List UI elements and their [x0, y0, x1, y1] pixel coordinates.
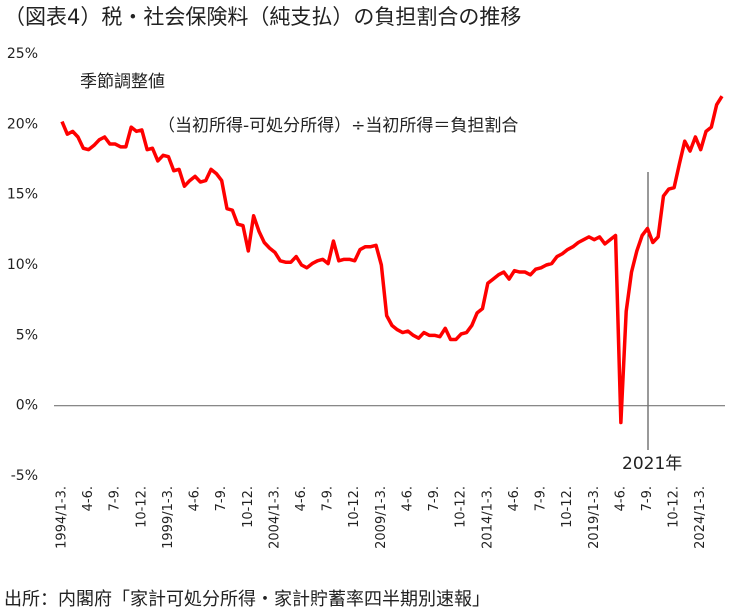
x-tick-label: 7-9.: [534, 486, 549, 511]
x-tick-label: 4-6.: [507, 486, 522, 511]
y-tick-label: 25%: [7, 46, 38, 62]
x-tick-label: 7-9.: [427, 486, 442, 511]
x-tick-label: 2004/1-3.: [267, 486, 282, 549]
x-tick-label: 2019/1-3.: [587, 486, 602, 549]
x-tick-label: 1994/1-3.: [55, 486, 70, 549]
y-tick-label: 5%: [16, 327, 38, 343]
x-tick-label: 2014/1-3.: [480, 486, 495, 549]
x-tick-label: 10-12.: [134, 486, 149, 528]
annotation: 2021年: [622, 454, 682, 474]
x-tick-label: 4-6.: [294, 486, 309, 511]
y-tick-label: 20%: [7, 116, 38, 132]
x-tick-label: 10-12.: [454, 486, 469, 528]
x-tick-label: 10-12.: [347, 486, 362, 528]
x-tick-label: 7-9.: [640, 486, 655, 511]
annotation: 季節調整値: [80, 72, 165, 92]
y-tick-label: -5%: [11, 468, 38, 484]
x-tick-label: 7-9.: [321, 486, 336, 511]
x-tick-label: 1999/1-3.: [161, 486, 176, 549]
x-tick-label: 10-12.: [241, 486, 256, 528]
x-tick-label: 4-6.: [400, 486, 415, 511]
y-tick-label: 10%: [7, 257, 38, 273]
series-line: [60, 95, 724, 425]
x-tick-label: 10-12.: [667, 486, 682, 528]
x-tick-label: 10-12.: [560, 486, 575, 528]
x-tick-label: 4-6.: [81, 486, 96, 511]
source: 出所：内閣府「家計可処分所得・家計貯蓄率四半期別速報」: [4, 589, 490, 610]
chart-title: （図表4）税・社会保険料（純支払）の負担割合の推移: [4, 5, 521, 29]
y-tick-label: 15%: [7, 187, 38, 203]
x-tick-label: 2024/1-3.: [693, 486, 708, 549]
x-tick-label: 4-6.: [613, 486, 628, 511]
x-tick-label: 7-9.: [214, 486, 229, 511]
y-tick-label: 0%: [16, 398, 38, 414]
x-tick-label: 2009/1-3.: [374, 486, 389, 549]
x-tick-label: 7-9.: [108, 486, 123, 511]
x-tick-label: 4-6.: [188, 486, 203, 511]
annotation: （当初所得-可処分所得）÷当初所得＝負担割合: [158, 116, 518, 136]
